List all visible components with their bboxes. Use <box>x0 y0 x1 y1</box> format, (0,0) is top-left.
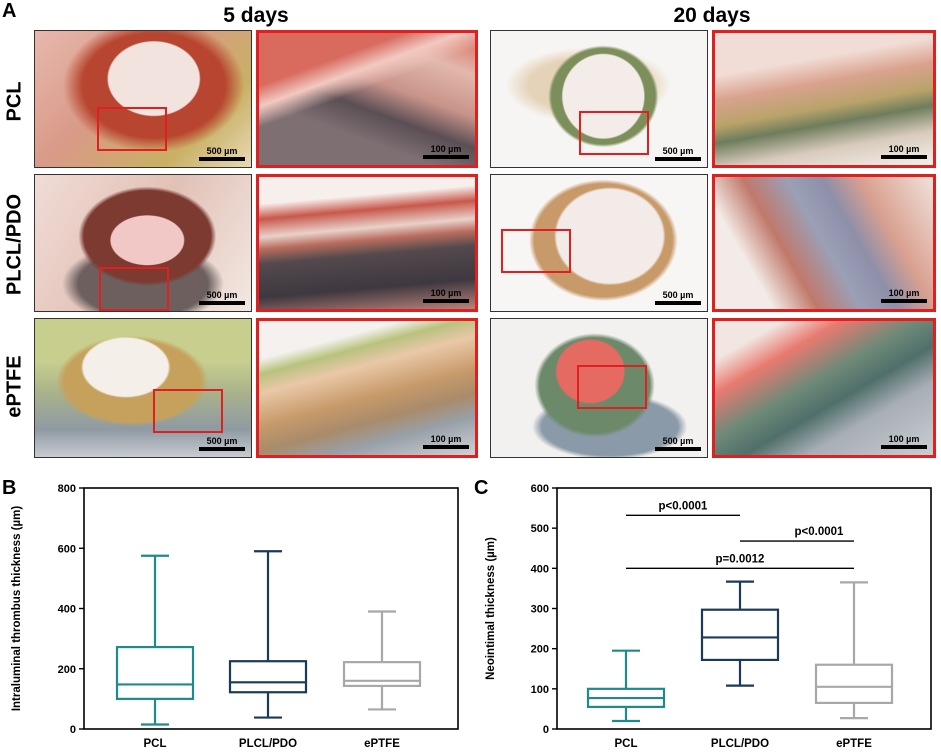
y-axis-label: Intraluminal thrombus thickness (µm) <box>11 506 23 712</box>
zoom-region-box <box>99 267 169 311</box>
plot-frame <box>556 487 932 730</box>
scale-bar: 500 µm <box>655 436 701 451</box>
row-label-pcl: PCL <box>3 81 26 122</box>
panel-letter: B <box>2 477 16 499</box>
scale-bar: 500 µm <box>655 290 701 305</box>
y-tick-label: 100 <box>531 684 549 696</box>
y-tick-label: 300 <box>531 604 549 616</box>
y-tick-label: 800 <box>58 483 76 495</box>
column-title-20-days: 20 days <box>673 4 751 27</box>
y-tick-label: 200 <box>58 664 76 676</box>
panel-letter: C <box>474 477 488 499</box>
box-iqr <box>342 661 422 688</box>
y-tick-label: 0 <box>543 724 549 736</box>
y-tick-label: 600 <box>531 483 549 495</box>
histology-plcl-pdo-20d-overview: 500 µm <box>490 174 708 312</box>
scale-bar: 500 µm <box>199 436 245 451</box>
scale-bar: 100 µm <box>881 144 927 159</box>
histology-pcl-20d-zoom: 100 µm <box>712 30 936 168</box>
histology-plcl-pdo-5d-overview: 500 µm <box>34 174 252 312</box>
box-iqr <box>115 645 195 700</box>
box-iqr <box>814 663 894 704</box>
histology-plcl-pdo-20d-zoom: 100 µm <box>712 174 936 312</box>
x-category-label: PCL <box>144 738 167 750</box>
box-iqr <box>586 687 666 709</box>
y-tick-label: 500 <box>531 523 549 535</box>
scale-bar: 500 µm <box>199 146 245 161</box>
histology-pcl-5d-overview: 500 µm <box>34 30 252 168</box>
p-value-label: p<0.0001 <box>659 500 709 512</box>
p-value-label: p<0.0001 <box>795 526 845 538</box>
zoom-region-box <box>577 365 647 409</box>
y-tick-label: 200 <box>531 644 549 656</box>
x-category-label: PCL <box>615 738 638 750</box>
y-axis-label: Neointimal thickness (µm) <box>485 537 497 680</box>
y-tick-label: 400 <box>58 604 76 616</box>
y-tick-label: 0 <box>70 724 76 736</box>
scale-bar: 100 µm <box>423 434 469 449</box>
scale-bar: 500 µm <box>199 290 245 305</box>
histology-pcl-20d-overview: 500 µm <box>490 30 708 168</box>
zoom-region-box <box>97 107 167 151</box>
scale-bar: 100 µm <box>881 288 927 303</box>
histology-eptfe-5d-zoom: 100 µm <box>256 318 478 458</box>
y-tick-label: 400 <box>531 563 549 575</box>
histology-eptfe-5d-overview: 500 µm <box>34 318 252 458</box>
row-label-eptfe: ePTFE <box>3 355 26 418</box>
x-category-label: ePTFE <box>364 738 400 750</box>
scale-bar: 500 µm <box>655 146 701 161</box>
column-title-5-days: 5 days <box>223 4 289 27</box>
scale-bar: 100 µm <box>423 288 469 303</box>
histology-plcl-pdo-5d-zoom: 100 µm <box>256 174 478 312</box>
box-iqr <box>700 608 780 662</box>
y-tick-label: 600 <box>58 543 76 555</box>
p-value-label: p=0.0012 <box>716 553 765 565</box>
x-category-label: ePTFE <box>836 738 872 750</box>
histology-eptfe-20d-overview: 500 µm <box>490 318 708 458</box>
scale-bar: 100 µm <box>881 434 927 449</box>
plot-frame <box>83 487 459 730</box>
zoom-region-box <box>153 389 223 433</box>
zoom-region-box <box>501 229 571 273</box>
histology-eptfe-20d-zoom: 100 µm <box>712 318 936 458</box>
panel-a-letter: A <box>2 0 17 22</box>
x-category-label: PLCL/PDO <box>239 738 297 750</box>
histology-pcl-5d-zoom: 100 µm <box>256 30 478 168</box>
zoom-region-box <box>579 111 649 155</box>
x-category-label: PLCL/PDO <box>711 738 769 750</box>
scale-bar: 100 µm <box>423 144 469 159</box>
row-label-plcl-pdo: PLCL/PDO <box>3 193 26 296</box>
box-iqr <box>228 660 308 694</box>
